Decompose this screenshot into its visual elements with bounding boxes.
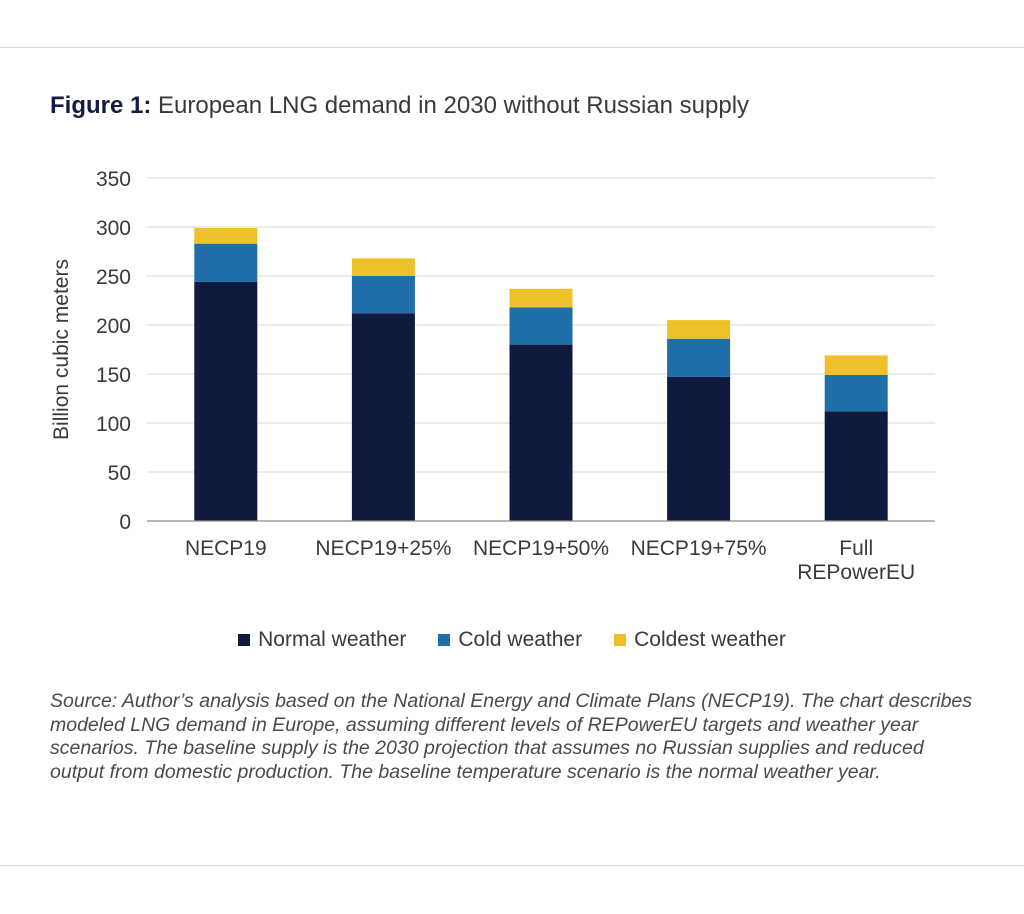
bar-cold (824, 374, 888, 412)
x-tick-label: NECP19+50% (473, 537, 609, 560)
bar-coldest (667, 320, 731, 339)
bar-coldest (351, 258, 415, 276)
bar-coldest (824, 355, 888, 375)
legend-swatch-normal (238, 634, 251, 646)
y-tick-label: 50 (108, 462, 131, 485)
legend-item-cold: Cold weather (438, 628, 582, 652)
legend-swatch-coldest (614, 634, 627, 646)
bar-coldest (194, 227, 258, 244)
bar-normal (509, 344, 573, 521)
top-divider (0, 47, 1024, 48)
x-tick-label-line: REPowerEU (797, 561, 915, 584)
y-tick-label: 150 (96, 364, 131, 387)
figure-title-text: European LNG demand in 2030 without Russ… (158, 92, 750, 119)
source-note: Source: Author’s analysis based on the N… (50, 690, 973, 783)
legend-label-normal: Normal weather (258, 628, 407, 651)
x-tick-label: Full REPowerEU (797, 537, 915, 584)
y-axis-title: Billion cubic meters (50, 259, 73, 440)
y-tick-label: 300 (96, 217, 131, 240)
bar-cold (194, 243, 258, 282)
y-tick-label: 350 (96, 168, 131, 191)
y-tick-label: 200 (96, 315, 131, 338)
y-tick-label: 100 (96, 413, 131, 436)
legend-item-normal: Normal weather (238, 628, 406, 652)
x-tick-label-line: NECP19 (185, 537, 267, 560)
legend-label-coldest: Coldest weather (634, 628, 786, 651)
bar-normal (824, 411, 888, 521)
legend-item-coldest: Coldest weather (614, 628, 786, 652)
bar-normal (667, 376, 731, 521)
bar-cold (509, 307, 573, 345)
bar-cold (351, 276, 415, 314)
bottom-divider (0, 865, 1024, 866)
x-tick-label: NECP19 (185, 537, 267, 560)
y-tick-label: 250 (96, 266, 131, 289)
x-tick-label-line: NECP19+25% (315, 537, 451, 560)
x-tick-label: NECP19+25% (315, 537, 451, 560)
bar-cold (667, 338, 731, 377)
chart-legend: Normal weather Cold weather Coldest weat… (0, 628, 1024, 652)
legend-swatch-cold (438, 634, 451, 646)
y-tick-label: 0 (119, 511, 131, 534)
bar-chart: 0 50 100 150 200 250 300 350 Billion cubic meter… (50, 168, 935, 584)
x-tick-label-line: NECP19+75% (631, 537, 767, 560)
x-tick-label-line: NECP19+50% (473, 537, 609, 560)
x-tick-label-line: Full (839, 537, 873, 560)
bar-normal (351, 313, 415, 521)
figure-label: Figure 1: (50, 92, 152, 119)
figure-title: Figure 1: European LNG demand in 2030 wi… (50, 92, 749, 120)
bar-normal (194, 281, 258, 521)
bar-coldest (509, 288, 573, 308)
legend-label-cold: Cold weather (458, 628, 583, 651)
x-tick-label: NECP19+75% (631, 537, 767, 560)
